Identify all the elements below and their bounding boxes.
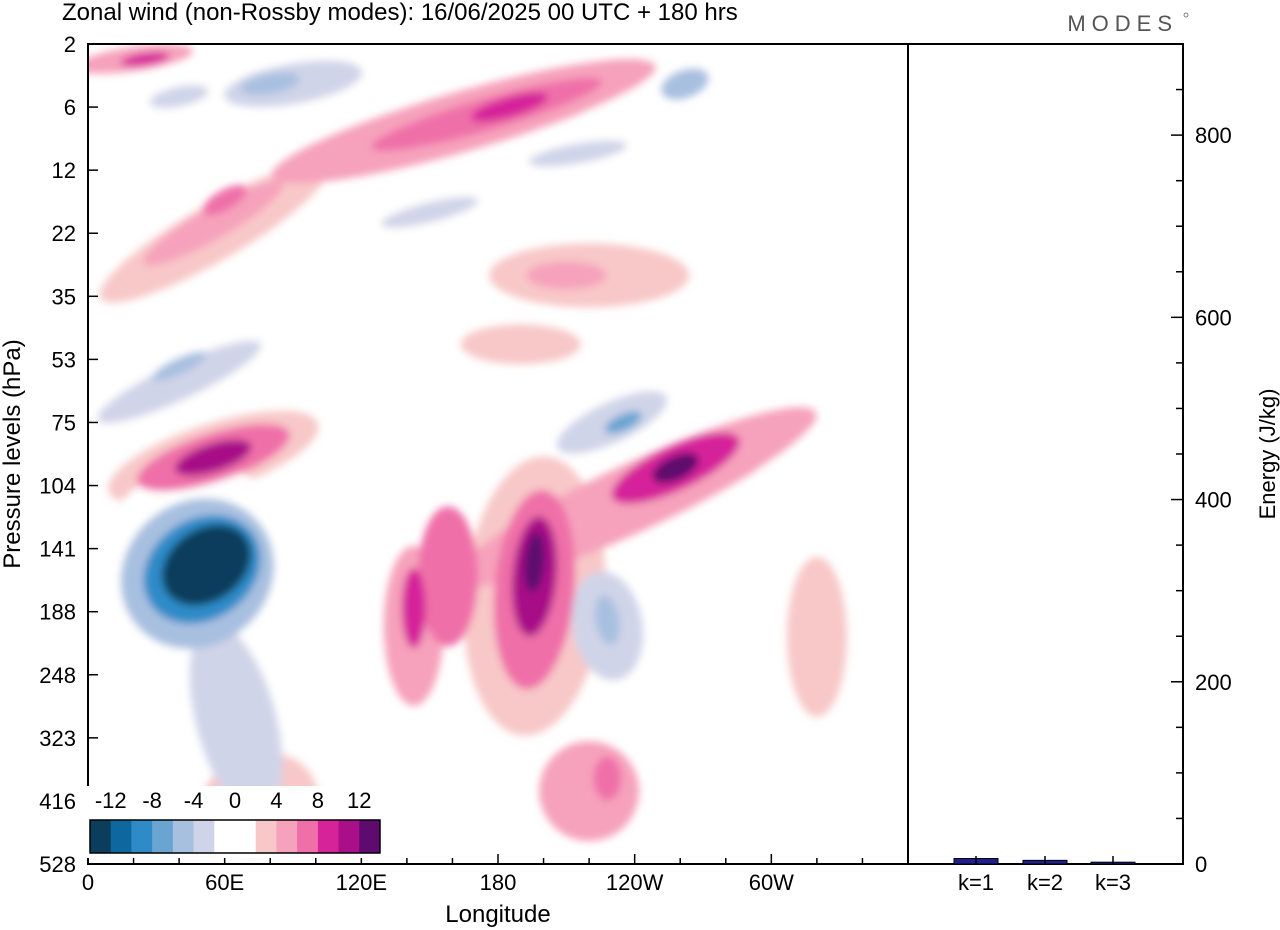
contour-mid-easterly-strip2	[381, 196, 479, 228]
longitude-axis-label: Longitude	[445, 901, 550, 928]
contour-westerly-bottom2	[593, 756, 622, 801]
colorbar-swatch	[110, 820, 132, 853]
colorbar-swatch	[359, 820, 381, 853]
contour-westerly-bottom	[539, 741, 640, 842]
contour-upper-easterly-right2	[528, 140, 627, 167]
contour-westerly-cloud3	[460, 324, 581, 365]
colorbar-swatch	[317, 820, 340, 853]
contour-easterly-tilted2	[97, 340, 262, 424]
energy-tick-label: 600	[1195, 305, 1232, 330]
contour-westerly-col-a2	[401, 568, 426, 649]
contour-easterly-tilted3	[151, 351, 207, 381]
contour-westerly-right-low	[786, 556, 847, 717]
wavenumber-tick-label: k=1	[958, 870, 994, 895]
energy-panel: 0 200 400 600 800 k=1 k=2 k=3 Energy (J/kg)	[907, 43, 1280, 895]
pressure-tick-label: 75	[52, 410, 76, 435]
energy-panel-frame	[907, 43, 1184, 865]
energy-tick-label: 200	[1195, 670, 1232, 695]
colorbar-tick-label: -4	[184, 788, 204, 813]
colorbar-tick-label: 8	[312, 788, 324, 813]
pressure-tick-label: 323	[39, 726, 76, 751]
pressure-tick-label: 12	[52, 158, 76, 183]
energy-tick-label: 0	[1195, 852, 1207, 877]
contour-upper-westerly-core	[470, 92, 548, 122]
pressure-axis-label: Pressure levels (hPa)	[0, 339, 26, 568]
colorbar-swatch	[338, 820, 360, 853]
contour-easterly-jet4	[162, 524, 251, 606]
pressure-tick-label: 248	[39, 663, 76, 688]
pressure-tick-label: 528	[39, 852, 76, 877]
longitude-tick-label: 120W	[606, 870, 664, 895]
wavenumber-axis: k=1 k=2 k=3	[958, 856, 1131, 895]
logo-mark	[1183, 12, 1189, 18]
colorbar-swatch	[297, 820, 319, 853]
contour-westerly-cloud2	[526, 261, 607, 290]
contour-westerly-col-c4	[524, 532, 545, 593]
pressure-tick-label: 22	[52, 221, 76, 246]
pressure-tick-label: 35	[52, 284, 76, 309]
contour-westerly-tilted2	[143, 180, 284, 266]
colorbar-tick-label: -12	[95, 788, 127, 813]
contour-easterly-lower2	[594, 595, 620, 645]
pressure-tick-label: 104	[39, 474, 76, 499]
longitude-tick-label: 60E	[205, 870, 244, 895]
contour-westerly-col-b	[417, 506, 478, 647]
pressure-tick-label: 416	[39, 789, 76, 814]
wavenumber-tick-label: k=2	[1027, 870, 1063, 895]
pressure-tick-label: 188	[39, 600, 76, 625]
colorbar-labels: -12 -8 -4 0 4 8 12	[95, 788, 372, 813]
colorbar-swatch	[276, 820, 298, 853]
pressure-tick-label: 53	[52, 347, 76, 372]
contour-top-right-easterly2	[660, 68, 709, 100]
colorbar-swatch	[152, 820, 174, 853]
colorbar-tick-label: -8	[142, 788, 162, 813]
pressure-axis: 2 6 12 22 35 53 75 104 141 188 248 323 416 528	[39, 32, 98, 877]
contour-easterly-diag-mid2	[604, 411, 642, 434]
longitude-tick-label: 120E	[336, 870, 387, 895]
contour-westerly-tilted3	[202, 184, 247, 216]
modes-logo: MODES	[1067, 11, 1178, 36]
longitude-tick-label: 0	[82, 870, 94, 895]
colorbar-tick-label: 0	[229, 788, 241, 813]
contour-upper-easterly-a2	[149, 85, 209, 109]
colorbar-swatch	[172, 820, 195, 853]
longitude-axis: 0 60E 120E 180 120W 60W	[82, 854, 909, 895]
colorbar-tick-label: 12	[347, 788, 371, 813]
colorbar: -12 -8 -4 0 4 8 12	[84, 786, 386, 858]
contour-easterly-left-edge	[88, 554, 120, 675]
wavenumber-tick-label: k=3	[1095, 870, 1131, 895]
colorbar-swatches	[90, 820, 381, 853]
colorbar-swatch	[193, 820, 215, 853]
colorbar-swatch	[214, 820, 236, 853]
longitude-tick-label: 180	[480, 870, 517, 895]
energy-tick-label: 400	[1195, 488, 1232, 513]
energy-axis-label: Energy (J/kg)	[1255, 389, 1280, 520]
contour-easterly-tail	[189, 623, 283, 818]
colorbar-frame	[89, 819, 381, 854]
energy-axis: 0 200 400 600 800	[1171, 88, 1232, 877]
contour-upper-easterly-b2	[240, 72, 300, 95]
longitude-tick-label: 60W	[749, 870, 794, 895]
colorbar-swatch	[235, 820, 257, 853]
pressure-tick-label: 141	[39, 537, 76, 562]
colorbar-swatch	[90, 820, 112, 853]
colorbar-swatch	[255, 820, 277, 853]
contour-westerly-max-left3	[174, 439, 252, 476]
chart-title: Zonal wind (non-Rossby modes): 16/06/202…	[62, 0, 738, 26]
colorbar-swatch	[131, 820, 153, 853]
contour-easterly-far-right2	[623, 304, 783, 365]
colorbar-tick-label: 4	[270, 788, 282, 813]
pressure-tick-label: 2	[64, 32, 76, 57]
contour-top-westerly2	[120, 52, 170, 66]
pressure-tick-label: 6	[64, 95, 76, 120]
energy-tick-label: 800	[1195, 123, 1232, 148]
contour-westerly-diag3	[652, 452, 699, 484]
